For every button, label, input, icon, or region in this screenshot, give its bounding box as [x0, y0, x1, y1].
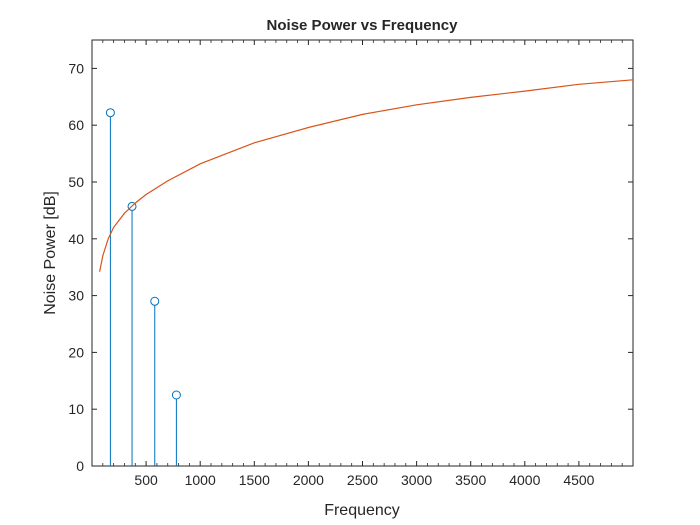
curve-line: [99, 79, 634, 272]
stem-marker: [127, 201, 137, 211]
y-tick-label: 30: [68, 288, 84, 304]
x-tick-label: 3500: [455, 472, 486, 488]
stem-marker: [150, 296, 160, 306]
y-tick-label: 40: [68, 231, 84, 247]
x-tick-label: 2500: [347, 472, 378, 488]
plot-area: 0 10 20 30 40 50 60 70 500 1000 1500 2000 2500 3000 35…: [68, 39, 634, 488]
axes-box: [91, 39, 634, 467]
y-axis-label: Noise Power [dB]: [42, 191, 59, 315]
x-tick-label: 4000: [509, 472, 540, 488]
x-axis-label: Frequency: [324, 502, 400, 519]
y-tick-label: 10: [68, 401, 84, 417]
y-tick-label: 0: [76, 458, 84, 474]
x-tick-label: 2000: [293, 472, 324, 488]
y-tick-label: 50: [68, 174, 84, 190]
y-tick-label: 60: [68, 117, 84, 133]
chart-title: Noise Power vs Frequency: [267, 17, 459, 34]
x-tick-label: 500: [134, 472, 158, 488]
y-tick-label: 70: [68, 60, 84, 76]
x-tick-label: 1000: [185, 472, 216, 488]
stem-marker: [171, 390, 181, 400]
x-tick-label: 4500: [563, 472, 594, 488]
x-tick-label: 1500: [239, 472, 270, 488]
y-tick-label: 20: [68, 344, 84, 360]
x-tick-label: 3000: [401, 472, 432, 488]
stem-marker: [105, 108, 115, 118]
